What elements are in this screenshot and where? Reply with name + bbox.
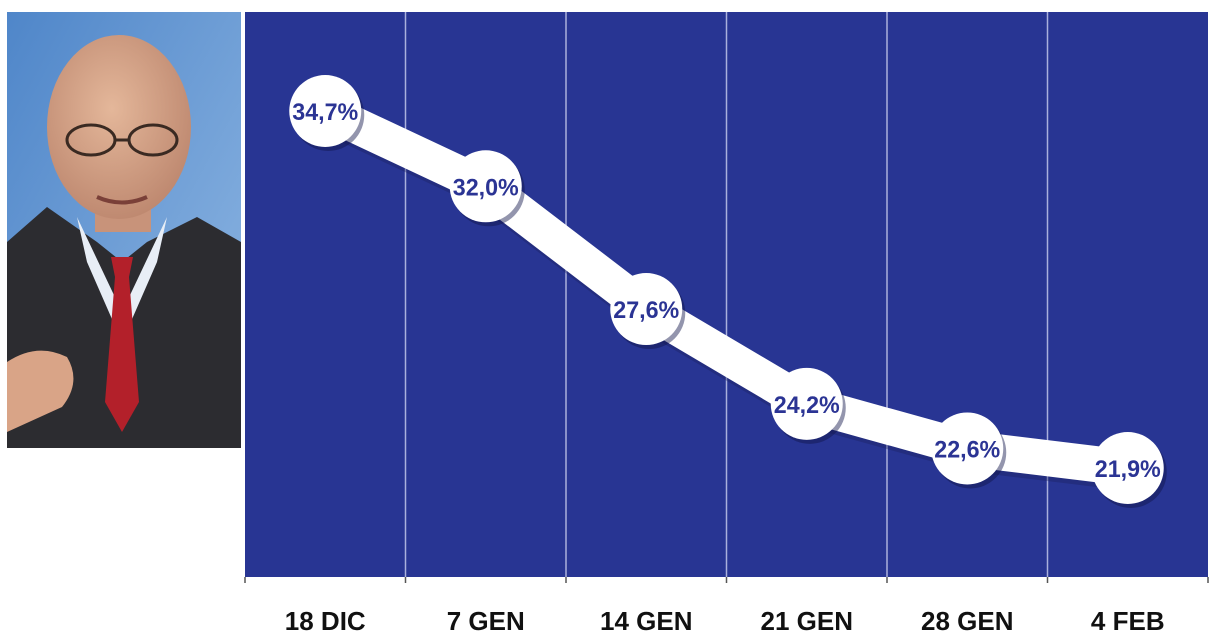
head bbox=[47, 35, 191, 219]
data-point-marker bbox=[449, 150, 522, 223]
mouth bbox=[96, 195, 148, 205]
portrait-illustration bbox=[7, 12, 241, 448]
data-point: 22,6% bbox=[931, 412, 1007, 489]
data-point-marker bbox=[931, 412, 1004, 485]
x-tick-label: 21 GEN bbox=[761, 606, 854, 636]
portrait-photo bbox=[7, 12, 241, 448]
x-tick-label: 7 GEN bbox=[447, 606, 525, 636]
data-label: 34,7% bbox=[292, 99, 358, 126]
x-tick-label: 14 GEN bbox=[600, 606, 693, 636]
data-label: 27,6% bbox=[613, 297, 679, 324]
data-point: 27,6% bbox=[610, 273, 686, 350]
x-tick-label: 28 GEN bbox=[921, 606, 1014, 636]
axis-ticks bbox=[244, 577, 1209, 583]
data-point: 21,9% bbox=[1091, 432, 1167, 508]
category-labels: 18 DIC 7 GEN 14 GEN 21 GEN 28 GEN 4 FEB bbox=[285, 606, 1165, 636]
tie bbox=[105, 257, 139, 432]
data-point-marker bbox=[610, 273, 683, 346]
data-label: 22,6% bbox=[934, 436, 1000, 463]
data-point: 34,7% bbox=[289, 75, 365, 151]
data-point-marker bbox=[770, 367, 843, 440]
data-label: 24,2% bbox=[774, 392, 840, 419]
data-label: 21,9% bbox=[1095, 456, 1161, 483]
data-label: 32,0% bbox=[453, 174, 519, 201]
gridlines bbox=[404, 12, 1049, 577]
data-point: 32,0% bbox=[449, 150, 525, 227]
data-point-marker bbox=[1091, 432, 1164, 504]
x-tick-label: 4 FEB bbox=[1091, 606, 1165, 636]
hand bbox=[7, 350, 74, 432]
data-point: 24,2% bbox=[770, 367, 846, 444]
data-points: 34,7% 32,0% 27,6% 24,2% 22,6% 21,9% bbox=[289, 75, 1167, 508]
x-tick-label: 18 DIC bbox=[285, 606, 366, 636]
data-point-marker bbox=[289, 75, 362, 147]
